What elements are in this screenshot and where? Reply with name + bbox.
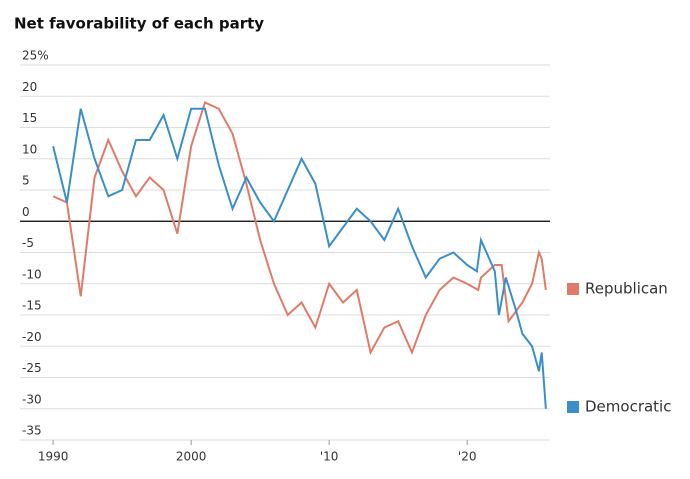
line (52, 101, 547, 356)
y-tick-label: -30 (22, 392, 42, 406)
y-tick-label: 0 (22, 205, 30, 219)
x-tick-label: 1990 (38, 450, 69, 464)
x-tick-label: '10 (320, 450, 339, 464)
legend-label: Republican (585, 280, 668, 298)
y-tick-label: -20 (22, 330, 42, 344)
y-tick-label: -15 (22, 299, 42, 313)
y-tick-label: -5 (22, 236, 34, 250)
legend-label: Democratic (585, 398, 671, 416)
y-tick-label: 25% (22, 49, 49, 63)
y-tick-label: 15 (22, 111, 37, 125)
chart-title: Net favorability of each party (14, 15, 264, 33)
x-tick-label: '20 (458, 450, 477, 464)
y-tick-label: -35 (22, 424, 42, 438)
x-tick-label: 2000 (176, 450, 207, 464)
y-tick-label: -10 (22, 267, 42, 281)
y-tick-label: 20 (22, 80, 37, 94)
y-tick-label: -25 (22, 361, 42, 375)
y-tick-label: 5 (22, 174, 30, 188)
legend-swatch (567, 401, 579, 413)
line (52, 107, 547, 409)
y-tick-label: 10 (22, 142, 37, 156)
legend-swatch (567, 283, 579, 295)
